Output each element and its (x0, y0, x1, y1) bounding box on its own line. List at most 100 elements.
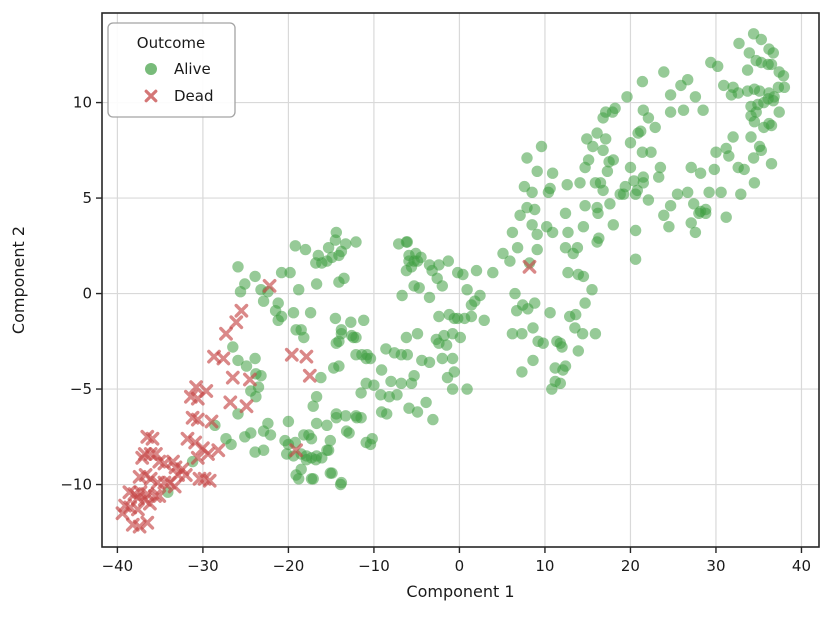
x-tick-label: −20 (273, 557, 305, 575)
data-point-alive (272, 297, 284, 309)
data-point-alive (663, 221, 675, 233)
data-point-alive (527, 354, 539, 367)
y-tick-label: 5 (82, 189, 92, 207)
data-point-dead (132, 519, 147, 534)
data-point-alive (546, 226, 559, 239)
data-point-alive (629, 253, 642, 265)
data-point-dead (216, 351, 231, 366)
data-point-dead (234, 303, 249, 318)
data-point-alive (368, 379, 380, 391)
data-point-alive (329, 234, 342, 246)
data-point-alive (433, 310, 445, 323)
data-point-dead (262, 278, 277, 293)
data-point-alive (287, 307, 300, 319)
data-point-alive (592, 207, 604, 219)
x-axis-label: Component 1 (406, 582, 514, 601)
data-point-alive (401, 236, 413, 248)
data-point-alive (735, 188, 747, 200)
data-point-alive (478, 314, 490, 326)
data-point-alive (755, 33, 767, 46)
data-point-alive (497, 247, 509, 260)
data-point-alive (403, 249, 415, 262)
data-point-alive (741, 85, 754, 97)
data-point-dead (211, 443, 226, 458)
data-point-alive (664, 106, 677, 118)
data-point-alive (589, 177, 602, 189)
data-point-alive (461, 383, 473, 395)
data-point-alive (324, 434, 336, 447)
data-point-alive (446, 352, 459, 365)
data-point-alive (250, 391, 262, 403)
data-point-alive (514, 209, 526, 221)
data-point-alive (461, 284, 473, 296)
data-point-alive (470, 264, 483, 277)
data-point-alive (689, 91, 702, 103)
data-point-dead (229, 315, 244, 330)
legend: Outcome Alive Dead (107, 22, 236, 118)
data-point-alive (521, 152, 533, 164)
data-point-alive (570, 308, 582, 321)
data-point-alive (559, 207, 572, 219)
data-point-alive (234, 286, 247, 298)
data-point-alive (535, 140, 548, 153)
data-point-alive (624, 161, 637, 174)
data-point-alive (245, 427, 257, 439)
data-point-alive (232, 354, 244, 367)
x-tick-label: 0 (455, 557, 465, 575)
data-point-alive (589, 328, 602, 340)
y-axis-label: Component 2 (9, 226, 28, 334)
data-point-alive (653, 171, 665, 183)
data-point-alive (457, 268, 469, 281)
data-point-alive (375, 389, 387, 401)
data-point-alive (393, 238, 405, 250)
data-point-alive (710, 146, 722, 158)
data-point-alive (364, 352, 377, 365)
data-point-alive (335, 328, 348, 340)
data-point-alive (546, 383, 558, 395)
data-point-dead (242, 372, 257, 387)
data-point-alive (506, 328, 519, 340)
data-point-alive (262, 417, 274, 430)
data-point-alive (330, 408, 342, 420)
data-point-alive (321, 419, 333, 431)
data-point-alive (321, 255, 333, 267)
data-point-alive (600, 133, 612, 145)
data-point-alive (579, 297, 591, 309)
data-point-alive (454, 331, 466, 344)
data-point-alive (604, 198, 616, 210)
data-point-alive (232, 261, 244, 273)
data-point-alive (272, 314, 284, 326)
alive-legend-marker-icon (145, 63, 157, 75)
data-point-alive (420, 396, 432, 409)
data-point-alive (423, 259, 436, 271)
legend-label-dead: Dead (174, 87, 214, 105)
data-point-alive (727, 131, 739, 143)
data-point-alive (333, 249, 345, 262)
data-point-alive (591, 127, 603, 139)
data-point-alive (725, 89, 738, 101)
data-point-alive (345, 316, 357, 328)
data-point-alive (423, 356, 436, 368)
data-point-alive (531, 165, 543, 177)
data-point-alive (340, 410, 352, 422)
data-point-alive (305, 473, 318, 485)
data-point-alive (290, 469, 302, 481)
y-tick-label: −10 (60, 476, 92, 494)
data-point-alive (375, 364, 388, 376)
data-point-alive (741, 64, 754, 76)
data-point-alive (516, 366, 528, 378)
data-point-alive (257, 295, 270, 307)
data-point-alive (562, 266, 574, 279)
data-point-alive (310, 278, 323, 290)
data-point-alive (366, 433, 378, 445)
data-point-dead (135, 450, 150, 465)
data-point-alive (586, 284, 598, 296)
data-point-alive (423, 291, 436, 304)
data-point-alive (304, 307, 317, 319)
data-point-alive (658, 209, 670, 221)
data-point-alive (577, 221, 590, 233)
data-point-alive (358, 314, 370, 326)
data-point-dead (167, 479, 182, 494)
data-point-alive (529, 297, 541, 309)
x-tick-label: −30 (187, 557, 219, 575)
